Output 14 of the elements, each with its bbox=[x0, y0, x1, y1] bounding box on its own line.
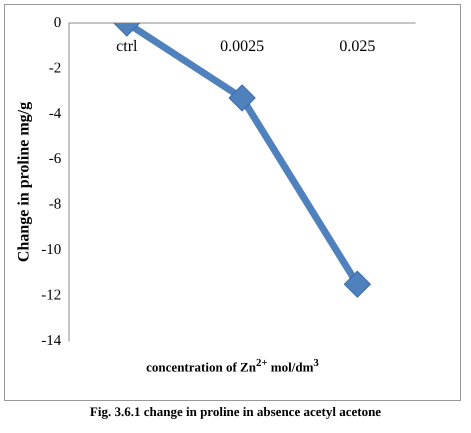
y-tick-label: -8 bbox=[48, 196, 62, 213]
y-tick-label: -12 bbox=[41, 288, 62, 304]
x-tick-label: 0.025 bbox=[339, 38, 376, 55]
y-tick-label: -2 bbox=[48, 60, 62, 76]
x-tick-label: ctrl bbox=[116, 38, 138, 55]
x-axis-title: concentration of Zn$^{2+}$ mol/dm$^{3}$ bbox=[145, 357, 320, 376]
y-tick-label: -6 bbox=[48, 151, 62, 168]
y-tick-label: -4 bbox=[48, 106, 62, 122]
y-axis-title: Change in proline mg/g bbox=[16, 102, 33, 262]
caption: Fig. 3.6.1 change in proline in absence acetyl acetone bbox=[88, 404, 382, 420]
y-tick-label: 0 bbox=[54, 14, 62, 31]
x-tick-label: 0.0025 bbox=[220, 38, 264, 55]
y-tick-label: -14 bbox=[41, 332, 62, 349]
y-tick-label: -10 bbox=[41, 242, 62, 258]
